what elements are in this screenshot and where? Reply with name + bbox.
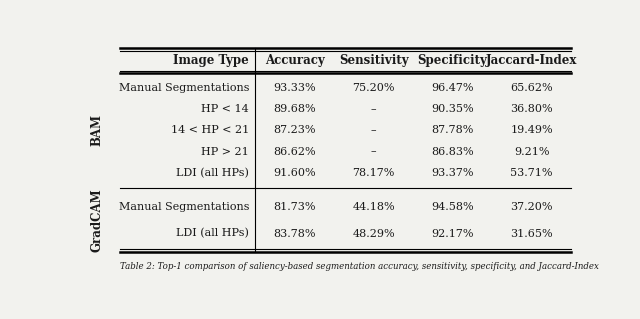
Text: Jaccard-Index: Jaccard-Index	[486, 54, 577, 67]
Text: 37.20%: 37.20%	[510, 202, 553, 211]
Text: 81.73%: 81.73%	[273, 202, 316, 211]
Text: 90.35%: 90.35%	[431, 104, 474, 114]
Text: 87.78%: 87.78%	[431, 125, 474, 135]
Text: 75.20%: 75.20%	[353, 83, 395, 93]
Text: 48.29%: 48.29%	[352, 228, 395, 239]
Text: Image Type: Image Type	[173, 54, 249, 67]
Text: –: –	[371, 104, 376, 114]
Text: 78.17%: 78.17%	[353, 168, 395, 178]
Text: 83.78%: 83.78%	[273, 228, 316, 239]
Text: 86.62%: 86.62%	[273, 146, 316, 157]
Text: 44.18%: 44.18%	[352, 202, 395, 211]
Text: GradCAM: GradCAM	[91, 188, 104, 252]
Text: 53.71%: 53.71%	[510, 168, 553, 178]
Text: 9.21%: 9.21%	[514, 146, 549, 157]
Text: 19.49%: 19.49%	[510, 125, 553, 135]
Text: 36.80%: 36.80%	[510, 104, 553, 114]
Text: 93.33%: 93.33%	[273, 83, 316, 93]
Text: Specificity: Specificity	[418, 54, 488, 67]
Text: 89.68%: 89.68%	[273, 104, 316, 114]
Text: 87.23%: 87.23%	[273, 125, 316, 135]
Text: Table 2: Top-1 comparison of saliency-based segmentation accuracy, sensitivity, : Table 2: Top-1 comparison of saliency-ba…	[120, 262, 598, 271]
Text: 31.65%: 31.65%	[510, 228, 553, 239]
Text: 86.83%: 86.83%	[431, 146, 474, 157]
Text: 93.37%: 93.37%	[431, 168, 474, 178]
Text: –: –	[371, 125, 376, 135]
Text: BAM: BAM	[91, 115, 104, 146]
Text: Manual Segmentations: Manual Segmentations	[118, 202, 249, 211]
Text: 96.47%: 96.47%	[431, 83, 474, 93]
Text: –: –	[371, 146, 376, 157]
Text: 91.60%: 91.60%	[273, 168, 316, 178]
Text: LDI (all HPs): LDI (all HPs)	[176, 228, 249, 239]
Text: HP < 14: HP < 14	[202, 104, 249, 114]
Text: 65.62%: 65.62%	[510, 83, 553, 93]
Text: Accuracy: Accuracy	[265, 54, 324, 67]
Text: 94.58%: 94.58%	[431, 202, 474, 211]
Text: 92.17%: 92.17%	[431, 228, 474, 239]
Text: Sensitivity: Sensitivity	[339, 54, 408, 67]
Text: HP > 21: HP > 21	[202, 146, 249, 157]
Text: Manual Segmentations: Manual Segmentations	[118, 83, 249, 93]
Text: 14 < HP < 21: 14 < HP < 21	[171, 125, 249, 135]
Text: LDI (all HPs): LDI (all HPs)	[176, 167, 249, 178]
